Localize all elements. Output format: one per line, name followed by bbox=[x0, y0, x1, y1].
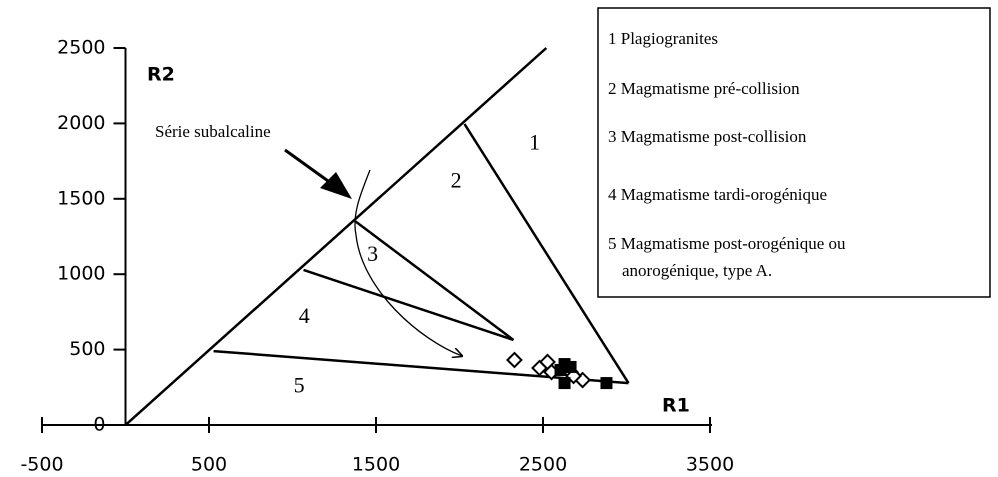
field-label: 2 bbox=[451, 167, 462, 192]
y-tick-label: 1500 bbox=[57, 187, 105, 209]
field-label: 5 bbox=[294, 372, 305, 397]
point bbox=[558, 377, 571, 390]
y-tick-label: 2000 bbox=[57, 112, 105, 134]
trend-curve bbox=[354, 169, 462, 356]
legend-entry: 3 Magmatisme post-collision bbox=[608, 127, 807, 146]
y-tick-label: 2500 bbox=[57, 37, 105, 59]
point bbox=[564, 360, 577, 373]
x-tick-label: 1500 bbox=[352, 454, 400, 476]
legend-entry: 5 Magmatisme post-orogénique ou bbox=[608, 234, 846, 253]
legend-entry: 4 Magmatisme tardi-orogénique bbox=[608, 185, 827, 204]
point bbox=[554, 363, 567, 376]
y-tick-label: 1000 bbox=[57, 263, 105, 285]
arrowhead bbox=[320, 172, 352, 199]
x-tick-label: -500 bbox=[20, 454, 63, 476]
legend-entry: 1 Plagiogranites bbox=[608, 29, 718, 48]
x-tick-label: 3500 bbox=[686, 454, 734, 476]
field-label: 4 bbox=[299, 303, 310, 328]
field-boundary bbox=[354, 220, 515, 341]
legend-entry: 2 Magmatisme pré-collision bbox=[608, 79, 800, 98]
field-boundary bbox=[303, 268, 514, 342]
point bbox=[506, 351, 523, 369]
x-tick-label: 2500 bbox=[519, 454, 567, 476]
legend-entry: anorogénique, type A. bbox=[622, 261, 772, 280]
arrow bbox=[284, 148, 336, 188]
y-tick-label: 0 bbox=[93, 414, 105, 436]
field-label: 3 bbox=[367, 241, 378, 266]
field-label: 1 bbox=[529, 130, 540, 155]
legend-box bbox=[597, 7, 991, 298]
x-tick-label: 500 bbox=[191, 454, 227, 476]
field-boundary bbox=[124, 47, 548, 426]
field-boundary bbox=[463, 123, 630, 384]
y-axis-label: R2 bbox=[147, 64, 175, 86]
y-tick-label: 500 bbox=[69, 338, 105, 360]
point bbox=[600, 377, 613, 390]
annotation: Série subalcaline bbox=[155, 122, 271, 141]
x-axis-label: R1 bbox=[662, 395, 690, 417]
